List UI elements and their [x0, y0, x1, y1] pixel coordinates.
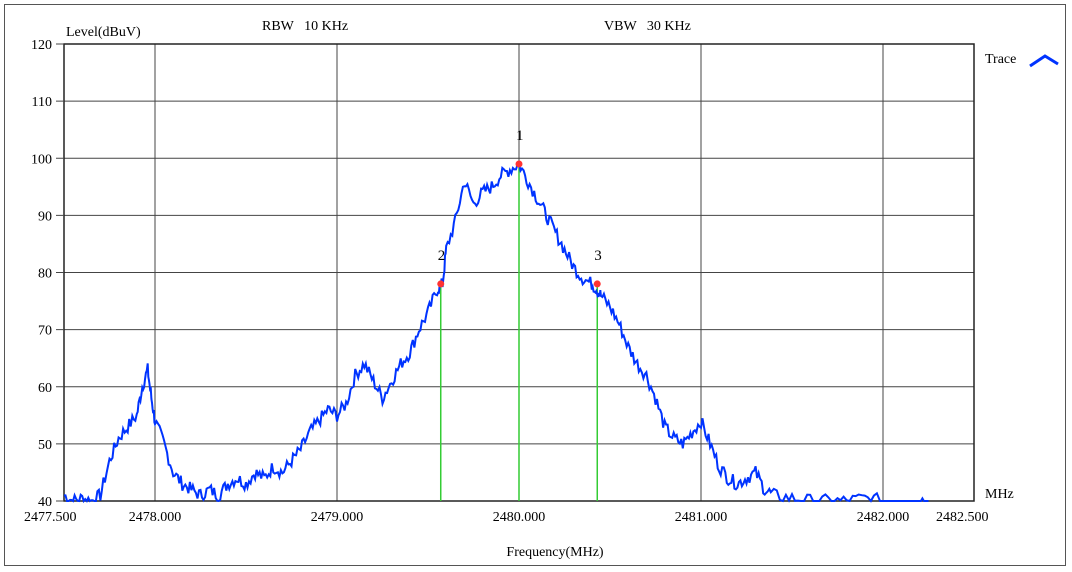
trace-series: [64, 163, 929, 501]
marker-point: [516, 160, 523, 167]
trace-line: [64, 163, 929, 501]
legend-label: Trace: [985, 52, 1016, 67]
marker-point: [437, 280, 444, 287]
marker-label: 2: [438, 248, 446, 264]
vbw-label: VBW 30 KHz: [604, 19, 691, 34]
y-tick-label: 40: [38, 495, 52, 510]
x-tick-label: 2482.000: [857, 510, 910, 525]
rbw-label: RBW 10 KHz: [262, 19, 348, 34]
marker-label: 3: [594, 248, 602, 264]
marker-label: 1: [516, 128, 524, 144]
marker-lines: [441, 164, 598, 501]
x-tick-label: 2478.000: [129, 510, 182, 525]
y-tick-label: 120: [31, 38, 52, 53]
legend-trace-icon: [1030, 56, 1058, 66]
marker-point: [594, 280, 601, 287]
x-tick-label: 2480.000: [493, 510, 546, 525]
x-tick-label: 2481.000: [675, 510, 728, 525]
y-tick-label: 70: [38, 324, 52, 339]
y-tick-label: 90: [38, 209, 52, 224]
x-axis-label: Frequency(MHz): [506, 545, 604, 560]
x-tick-label: 2477.500: [24, 510, 77, 525]
unit-label: MHz: [985, 487, 1014, 502]
y-tick-label: 100: [31, 152, 52, 167]
y-tick-label: 50: [38, 438, 52, 453]
y-axis-ticks: 40 50 60 70 80 90 100 110 120: [31, 38, 64, 510]
y-tick-label: 110: [32, 95, 52, 110]
x-tick-label: 2479.000: [311, 510, 364, 525]
y-axis-label: Level(dBuV): [66, 25, 141, 40]
y-tick-label: 80: [38, 267, 52, 282]
x-axis-ticks: 2477.500 2478.000 2479.000 2480.000 2481.000…: [24, 510, 989, 525]
y-tick-label: 60: [38, 381, 52, 396]
x-tick-label: 2482.500: [936, 510, 989, 525]
